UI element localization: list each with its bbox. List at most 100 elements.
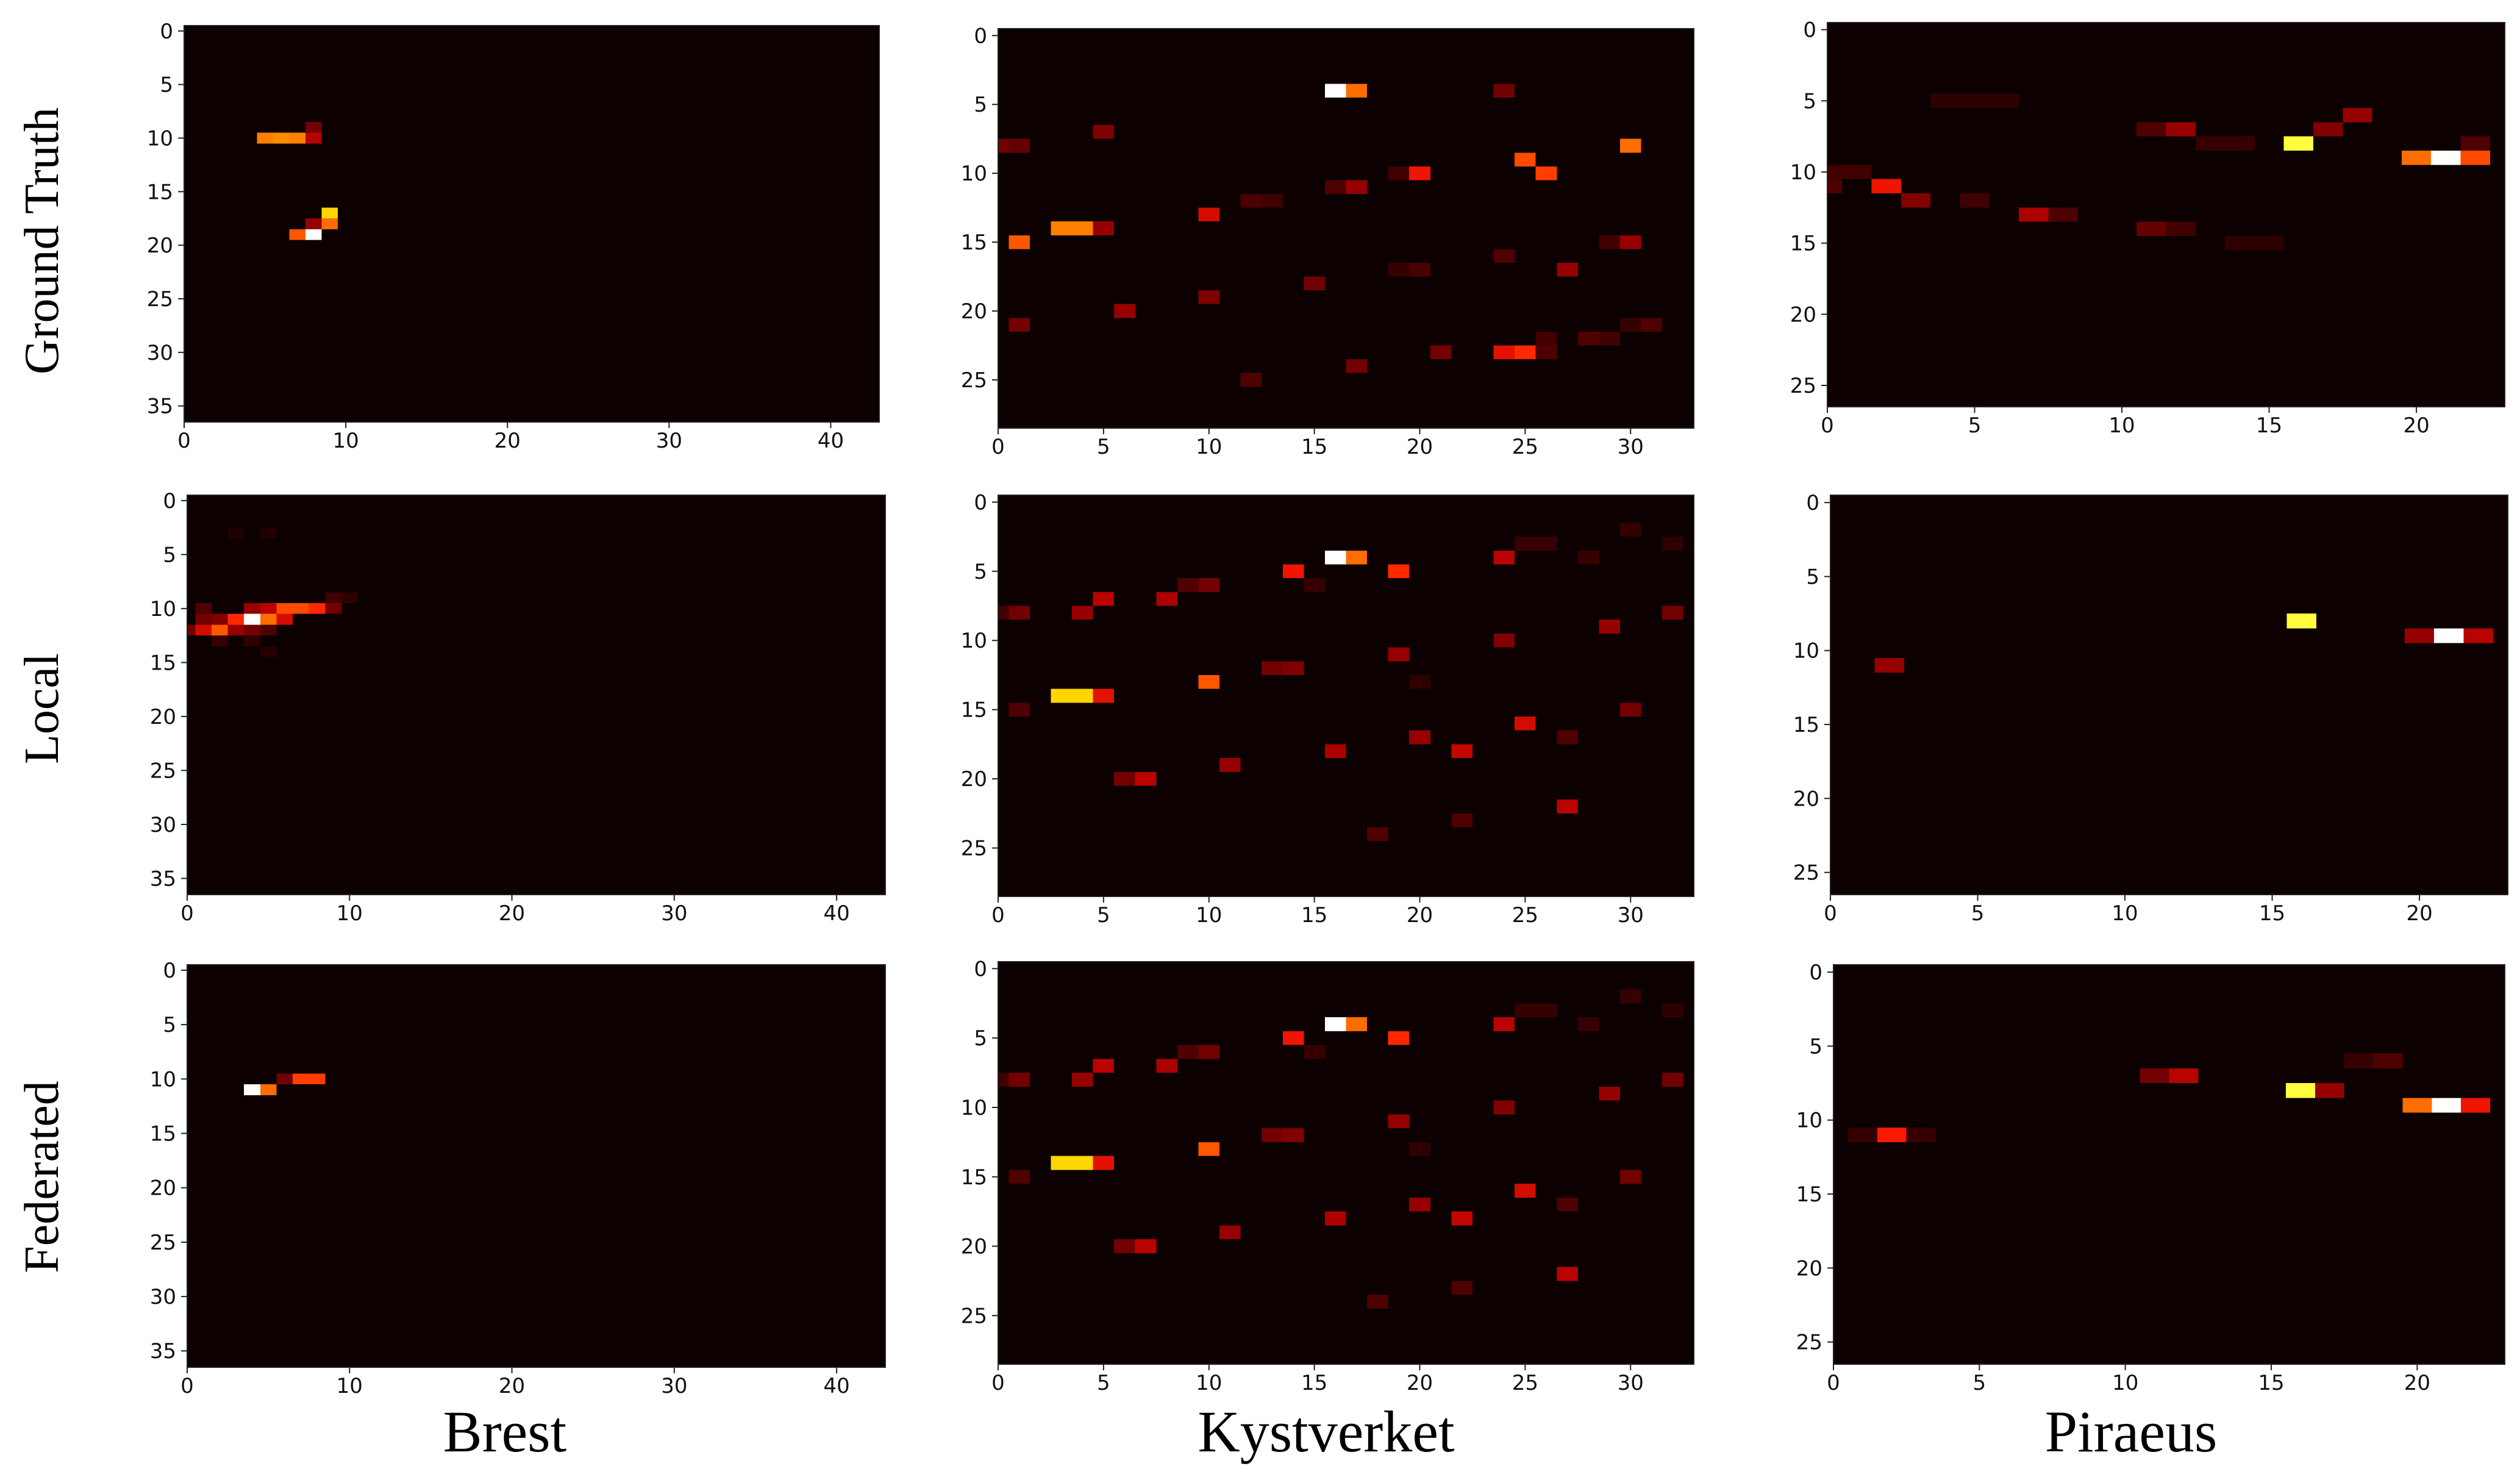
column-label-piraeus: Piraeus <box>2045 1399 2218 1464</box>
heatmap-cell <box>2460 151 2490 165</box>
y-tick-label: 0 <box>974 957 987 981</box>
y-tick-label: 0 <box>1809 960 1822 985</box>
heatmap-cell <box>998 138 1009 153</box>
heatmap-cell <box>1093 125 1115 139</box>
heatmap-cell <box>2315 1083 2344 1098</box>
x-tick-label: 0 <box>180 901 194 926</box>
heatmap-cell <box>1557 1197 1578 1212</box>
heatmap-cell <box>1662 1003 1683 1018</box>
heatmap-cell <box>2344 1053 2374 1068</box>
heatmap-cell <box>260 624 277 636</box>
y-tick-label: 25 <box>150 1231 176 1255</box>
heatmap-cell <box>1960 193 1990 208</box>
heatmap-cell <box>1008 318 1030 332</box>
heatmap-cell <box>1874 657 1904 673</box>
heatmap-cell <box>1282 564 1304 579</box>
heatmap-cell <box>1619 138 1641 153</box>
y-tick-label: 15 <box>150 1121 176 1146</box>
y-tick-label: 10 <box>147 126 173 151</box>
heatmap-cell <box>321 207 338 219</box>
heatmap-panel-kystverket-federated: 0 5 10 15 20 25 30 0 5 10 15 20 25 <box>961 957 1694 1395</box>
plot-frame <box>184 25 880 423</box>
heatmap-cell <box>1827 179 1843 193</box>
heatmap-panel-kystverket-ground-truth: 0 5 10 15 20 25 30 0 5 10 15 20 25 <box>961 24 1694 459</box>
heatmap-panel-brest-federated: 0 10 20 30 40 0 5 10 15 20 25 30 35 <box>150 959 886 1398</box>
y-tick-label: 10 <box>150 597 176 621</box>
y-tick-label: 30 <box>150 813 176 837</box>
plot-frame <box>998 961 1694 1365</box>
heatmap-cell <box>273 132 290 144</box>
y-tick-label: 10 <box>1796 1109 1822 1133</box>
x-tick-label: 5 <box>1097 1371 1110 1395</box>
x-tick-label: 20 <box>1407 1371 1433 1395</box>
plot-frame <box>998 28 1694 429</box>
y-tick-label: 30 <box>150 1285 176 1309</box>
y-tick-label: 5 <box>974 560 987 584</box>
y-tick-label: 15 <box>150 651 176 675</box>
plot-frame <box>1827 22 2505 407</box>
x-tick-label: 40 <box>823 1374 849 1398</box>
heatmap-cell <box>1324 1211 1346 1226</box>
heatmap-cell <box>227 624 245 636</box>
heatmap-cell <box>1388 1031 1410 1045</box>
y-tick-label: 10 <box>1793 639 1819 663</box>
x-tick-label: 30 <box>661 901 687 926</box>
heatmap-cell <box>1557 799 1578 814</box>
plot-frame <box>1833 964 2505 1365</box>
heatmap-panel-piraeus-ground-truth: 0 5 10 15 20 0 5 10 15 20 25 <box>1790 18 2505 438</box>
heatmap-cell <box>998 1073 1009 1087</box>
x-tick-label: 15 <box>2258 1371 2284 1395</box>
y-tick-label: 10 <box>150 1067 176 1092</box>
y-tick-label: 25 <box>1790 374 1816 398</box>
heatmap-cell <box>1930 93 1960 108</box>
heatmap-cell <box>1515 1003 1536 1018</box>
heatmap-cell <box>1388 166 1410 181</box>
x-tick-label: 30 <box>1618 903 1644 928</box>
heatmap-cell <box>1093 1156 1115 1170</box>
y-tick-label: 10 <box>961 1096 987 1120</box>
heatmap-cell <box>2225 236 2255 251</box>
heatmap-cell <box>1177 578 1199 592</box>
heatmap-cell <box>1619 523 1641 537</box>
heatmap-cell <box>244 613 260 625</box>
x-tick-label: 30 <box>1618 435 1644 459</box>
y-tick-label: 0 <box>163 489 176 513</box>
heatmap-cell <box>1008 235 1030 249</box>
heatmap-background <box>184 26 879 422</box>
heatmap-cell <box>1367 827 1388 842</box>
heatmap-cell <box>293 603 309 614</box>
heatmap-cell <box>1072 688 1093 703</box>
heatmap-cell <box>1198 674 1220 689</box>
heatmap-cell <box>1072 1156 1093 1170</box>
x-tick-label: 5 <box>1971 901 1985 926</box>
heatmap-cell <box>1324 180 1346 195</box>
heatmap-cell <box>187 624 196 636</box>
heatmap-cell <box>1198 1142 1220 1156</box>
heatmap-cell <box>305 132 322 144</box>
heatmap-cell <box>289 229 305 240</box>
y-tick-label: 15 <box>961 698 987 723</box>
y-tick-label: 5 <box>1803 89 1816 113</box>
heatmap-cell <box>2313 122 2343 137</box>
heatmap-cell <box>1557 730 1578 745</box>
y-tick-label: 5 <box>163 543 176 567</box>
y-tick-label: 25 <box>147 287 173 312</box>
x-tick-label: 15 <box>1301 1371 1327 1395</box>
y-tick-label: 25 <box>961 1304 987 1328</box>
heatmap-panel-brest-ground-truth: 0 10 20 30 40 0 5 10 15 20 25 30 35 <box>147 20 880 453</box>
heatmap-cell <box>1114 771 1135 786</box>
heatmap-cell <box>1324 744 1346 759</box>
row-label-federated: Federated <box>15 1081 69 1273</box>
heatmap-cell <box>1535 345 1557 360</box>
x-tick-label: 25 <box>1512 903 1538 928</box>
y-tick-label: 25 <box>1793 861 1819 885</box>
y-tick-label: 5 <box>1806 565 1819 589</box>
heatmap-cell <box>1093 221 1115 235</box>
y-tick-label: 20 <box>1793 787 1819 811</box>
heatmap-cell <box>1051 1156 1073 1170</box>
x-tick-label: 0 <box>1821 413 1834 438</box>
heatmap-cell <box>2136 221 2166 236</box>
heatmap-cell <box>1557 262 1578 277</box>
heatmap-cell <box>1842 165 1872 179</box>
